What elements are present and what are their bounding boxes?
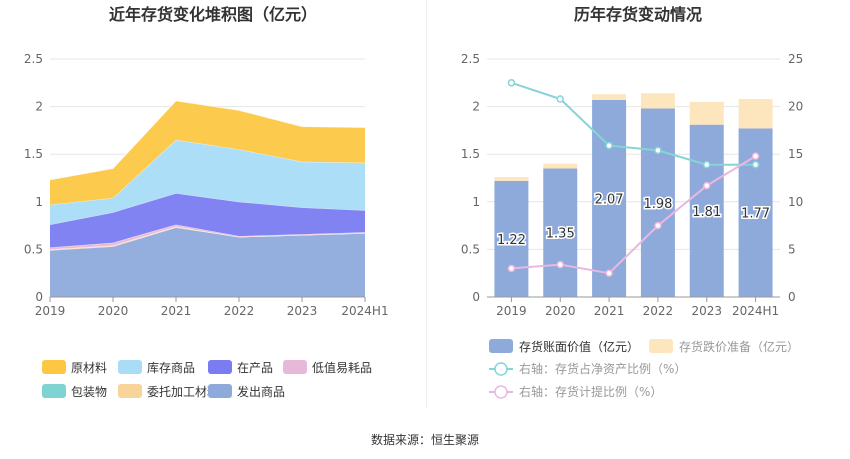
line-point-3 [605,269,613,277]
line-series-3 [511,155,757,275]
x-tick-label: 2021 [161,304,192,318]
bar-1 [640,93,675,109]
x-tick-label: 2020 [98,304,129,318]
bar-value-label: 1.98 [643,197,672,212]
y-tick-label: 1.5 [461,147,480,161]
y2-tick-label: 15 [788,147,803,161]
data-source-note: 数据来源：恒生聚源 [370,433,479,447]
x-tick-label: 2020 [545,304,576,318]
x-tick-label: 2023 [691,304,722,318]
bar-1 [494,177,529,181]
bar-value-label: 2.07 [595,192,624,207]
legend-label: 右轴：存货占净资产比例（%） [519,361,686,376]
x-tick-label: 2021 [594,304,625,318]
line-point-2 [507,79,516,87]
x-tick-label: 2022 [643,304,674,318]
line-point-3 [556,260,564,269]
bar-1 [543,163,578,169]
line-point-2 [556,95,564,103]
chart-title: 历年存货变动情况 [574,5,702,24]
y2-tick-label: 25 [788,52,803,66]
x-tick-label: 2019 [496,304,527,318]
legend-label: 包装物 [71,385,107,399]
x-tick-label: 2024H1 [732,304,779,318]
legend-label: 库存商品 [147,360,195,375]
x-tick-label: 2024H1 [341,304,388,318]
legend-label: 委托加工材料 [147,385,219,399]
y-tick-label: 2.5 [461,52,480,66]
bar-value-label: 1.81 [692,205,721,220]
legend-swatch [489,339,513,353]
area-series-0 [50,227,365,297]
legend-label: 发出商品 [237,384,285,399]
line-point-2 [703,160,711,169]
legend-marker [494,362,508,376]
y-tick-label: 0.5 [24,242,43,256]
area-series-edge-6 [49,100,366,181]
x-tick-label: 2023 [287,304,318,318]
y2-tick-label: 10 [788,195,803,209]
y-tick-label: 2 [472,100,480,114]
line-point-3 [507,264,516,273]
legend-marker [494,385,508,399]
bar-0 [689,124,724,297]
line-point-2 [654,146,662,155]
legend-swatch [283,360,307,374]
legend-swatch [42,360,66,374]
legend-label: 原材料 [71,361,107,375]
inventory-bar-line-chart: 历年存货变动情况 0 0 0.5 5 1 10 1.5 15 2 20 2.5 25 2019 2020 20… [461,5,803,399]
x-tick-label: 2022 [224,304,255,318]
bar-value-label: 1.77 [741,207,770,222]
legend-label: 低值易耗品 [312,360,372,375]
y-tick-label: 1.5 [24,147,43,161]
y-tick-label: 1 [35,195,43,209]
area-series-6 [50,100,365,205]
bar-1 [689,101,724,125]
stacked-area-chart: 近年存货变化堆积图（亿元） 0 0.5 1 1.5 2 2.5 2019 2020 2021 202… [24,5,389,399]
line-point-3 [751,152,760,160]
legend-swatch [649,339,673,353]
y2-tick-label: 20 [788,100,803,114]
y-tick-label: 0 [35,290,43,304]
legend-swatch [42,384,66,398]
bar-1 [738,98,773,129]
legend-swatch [118,384,142,398]
line-series-2 [511,81,756,166]
chart-title: 近年存货变化堆积图（亿元） [109,5,317,24]
legend-swatch [208,360,232,374]
legend-label: 右轴：存货计提比例（%） [519,384,662,399]
legend-swatch [208,384,232,398]
area-series-3 [50,224,365,250]
right-chart-panel: 历年存货变动情况 0 0 0.5 5 1 10 1.5 15 2 20 2.5 25 2019 2020 20… [427,0,850,420]
y-tick-label: 1 [472,195,480,209]
area-series-4 [50,193,365,248]
y-tick-label: 2.5 [24,52,43,66]
y2-tick-label: 0 [788,290,796,304]
bar-value-label: 1.35 [546,227,575,242]
y-tick-label: 2 [35,100,43,114]
bar-0 [592,99,627,297]
area-series-5 [50,139,365,225]
bar-1 [592,94,627,100]
y2-tick-label: 5 [788,242,796,256]
left-chart-panel: 近年存货变化堆积图（亿元） 0 0.5 1 1.5 2 2.5 2019 2020 2021 202… [0,0,426,420]
legend-swatch [118,360,142,374]
line-point-3 [654,221,662,230]
area-series-1 [50,226,365,251]
bar-0 [640,108,675,297]
legend-label: 存货跌价准备（亿元） [679,339,799,354]
legend-label: 在产品 [237,361,273,375]
panel-divider [426,0,427,408]
x-tick-label: 2019 [35,304,66,318]
bar-value-label: 1.22 [497,233,526,248]
line-point-2 [605,141,613,150]
line-point-3 [703,181,711,190]
bar-0 [543,168,578,297]
bar-0 [494,180,529,297]
line-point-2 [751,160,760,169]
legend-label: 存货账面价值（亿元） [519,339,639,354]
y-tick-label: 0 [472,290,480,304]
y-tick-label: 0.5 [461,242,480,256]
